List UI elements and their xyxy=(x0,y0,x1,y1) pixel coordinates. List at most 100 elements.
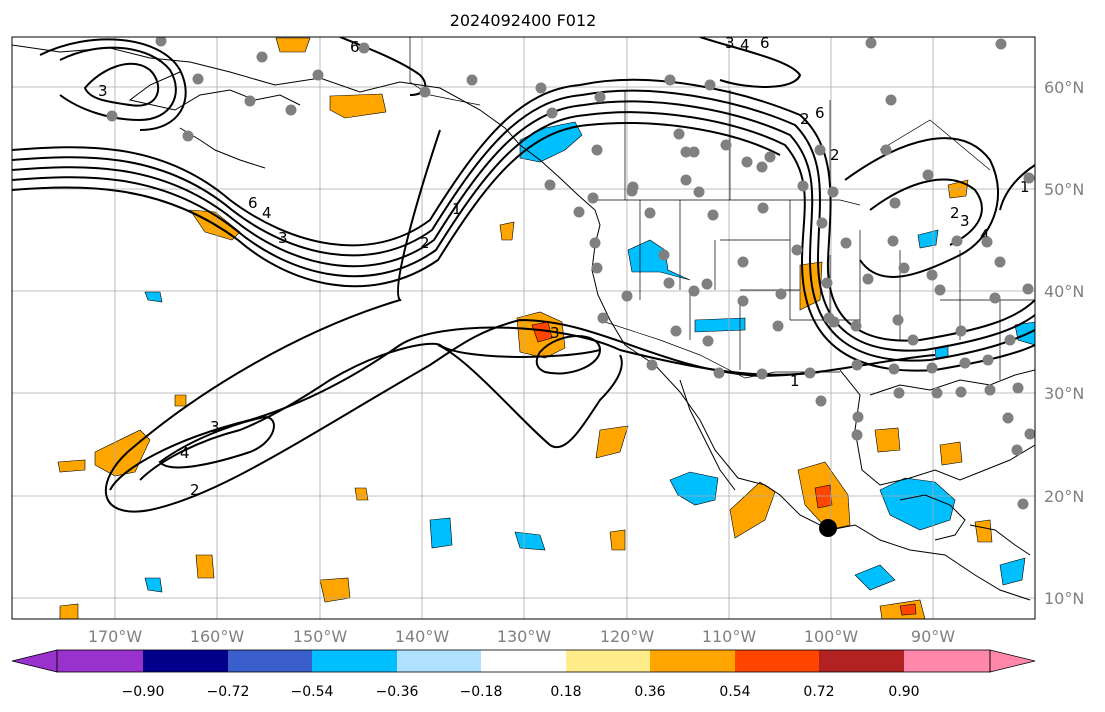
contour-label: 3 xyxy=(210,418,220,436)
shade-blue xyxy=(854,564,896,591)
station-dot xyxy=(621,290,633,302)
contour-label: 2 xyxy=(800,110,810,128)
station-dot xyxy=(775,288,787,300)
contour-label: 2 xyxy=(190,481,200,499)
shade-orange xyxy=(59,603,79,619)
station-dot xyxy=(589,237,601,249)
contour-label: 6 xyxy=(760,34,770,52)
contour-label: 1 xyxy=(790,372,800,390)
colorbar-tick-label: −0.36 xyxy=(376,684,419,700)
contour-label: 3 xyxy=(960,212,970,230)
lon-label: 160°W xyxy=(190,627,245,646)
shade-orange xyxy=(499,221,515,241)
station-dot xyxy=(989,292,1001,304)
contour-label: 3 xyxy=(725,34,735,52)
contour-label: 4 xyxy=(980,226,990,244)
colorbar-bin xyxy=(566,650,650,672)
shade-orange xyxy=(319,577,351,603)
lon-label: 170°W xyxy=(88,627,143,646)
station-dot xyxy=(791,244,803,256)
station-dot xyxy=(994,256,1006,268)
station-dot xyxy=(544,179,556,191)
station-dot xyxy=(192,73,204,85)
colorbar: −0.90 −0.72 −0.54 −0.36 −0.18 0.18 0.36 … xyxy=(11,649,1036,700)
lat-label: 20°N xyxy=(1044,487,1084,506)
station-dot xyxy=(756,368,768,380)
station-dot xyxy=(244,95,256,107)
station-dot xyxy=(587,192,599,204)
colorbar-tick-label: 0.36 xyxy=(634,684,665,700)
lon-label: 150°W xyxy=(293,627,348,646)
colorbar-tick-label: −0.90 xyxy=(122,684,165,700)
lon-label: 120°W xyxy=(600,627,655,646)
contour-label: 3 xyxy=(98,82,108,100)
colorbar-bin xyxy=(143,650,228,672)
station-dot xyxy=(680,174,692,186)
station-dot xyxy=(756,161,768,173)
station-dot xyxy=(893,387,905,399)
station-dot xyxy=(887,235,899,247)
contour-label: 4 xyxy=(180,444,190,462)
shade-blue xyxy=(144,577,163,593)
contour-label: 2 xyxy=(950,204,960,222)
station-dot xyxy=(821,277,833,289)
colorbar-tick-label: −0.72 xyxy=(207,684,250,700)
station-dot xyxy=(862,273,874,285)
shade-blue xyxy=(694,317,746,333)
lon-label: 130°W xyxy=(497,627,552,646)
station-dot xyxy=(934,284,946,296)
contour-labels: 1 2 3 4 6 2 3 4 3 3 1 2 6 1 2 3 4 6 6 2 … xyxy=(98,34,1030,499)
station-dot xyxy=(1004,334,1016,346)
station-dot xyxy=(955,386,967,398)
station-dot xyxy=(597,312,609,324)
colorbar-bin xyxy=(735,650,819,672)
station-dot xyxy=(741,156,753,168)
station-dot xyxy=(658,249,670,261)
contour-label: 1 xyxy=(452,200,462,218)
shade-orange xyxy=(275,37,311,53)
colorbar-tick-label: 0.72 xyxy=(803,684,834,700)
station-dot xyxy=(256,51,268,63)
station-dot xyxy=(885,94,897,106)
station-dot xyxy=(931,387,943,399)
shade-blue xyxy=(1014,321,1035,346)
contour-label: 2 xyxy=(830,146,840,164)
shade-blue xyxy=(627,239,691,281)
station-dot xyxy=(851,429,863,441)
station-dot xyxy=(1024,428,1035,440)
station-dot xyxy=(995,38,1007,50)
shade-orange xyxy=(195,554,215,579)
contour-label: 1 xyxy=(1020,178,1030,196)
station-dot xyxy=(106,110,118,122)
shade-red xyxy=(814,484,833,509)
station-dot xyxy=(951,235,963,247)
shade-orange xyxy=(974,519,993,543)
map-title: 2024092400 F012 xyxy=(450,11,597,30)
station-dot xyxy=(797,180,809,192)
shade-orange xyxy=(174,394,187,407)
colorbar-extend-min xyxy=(11,649,58,673)
shade-blue xyxy=(519,121,583,163)
contour-label: 3 xyxy=(550,324,560,342)
station-dot xyxy=(888,363,900,375)
station-dot xyxy=(419,86,431,98)
station-dot xyxy=(823,312,835,324)
station-dot xyxy=(693,186,705,198)
colorbar-tick-label: 0.90 xyxy=(888,684,919,700)
station-dot xyxy=(982,354,994,366)
shade-red xyxy=(531,321,553,343)
shade-blue xyxy=(999,557,1026,586)
shade-orange xyxy=(595,425,629,459)
colorbar-bin xyxy=(819,650,904,672)
colorbar-tick-label: 0.18 xyxy=(550,684,581,700)
map-area: 1 2 3 4 6 2 3 4 3 3 1 2 6 1 2 3 4 6 6 2 … xyxy=(12,34,1035,619)
station-dot xyxy=(644,207,656,219)
shade-orange xyxy=(354,487,369,501)
station-dot xyxy=(573,206,585,218)
shade-orange xyxy=(57,459,86,473)
station-dot xyxy=(865,37,877,49)
station-dot xyxy=(182,130,194,142)
station-dot xyxy=(720,139,732,151)
station-dot xyxy=(764,151,776,163)
station-dot xyxy=(591,262,603,274)
